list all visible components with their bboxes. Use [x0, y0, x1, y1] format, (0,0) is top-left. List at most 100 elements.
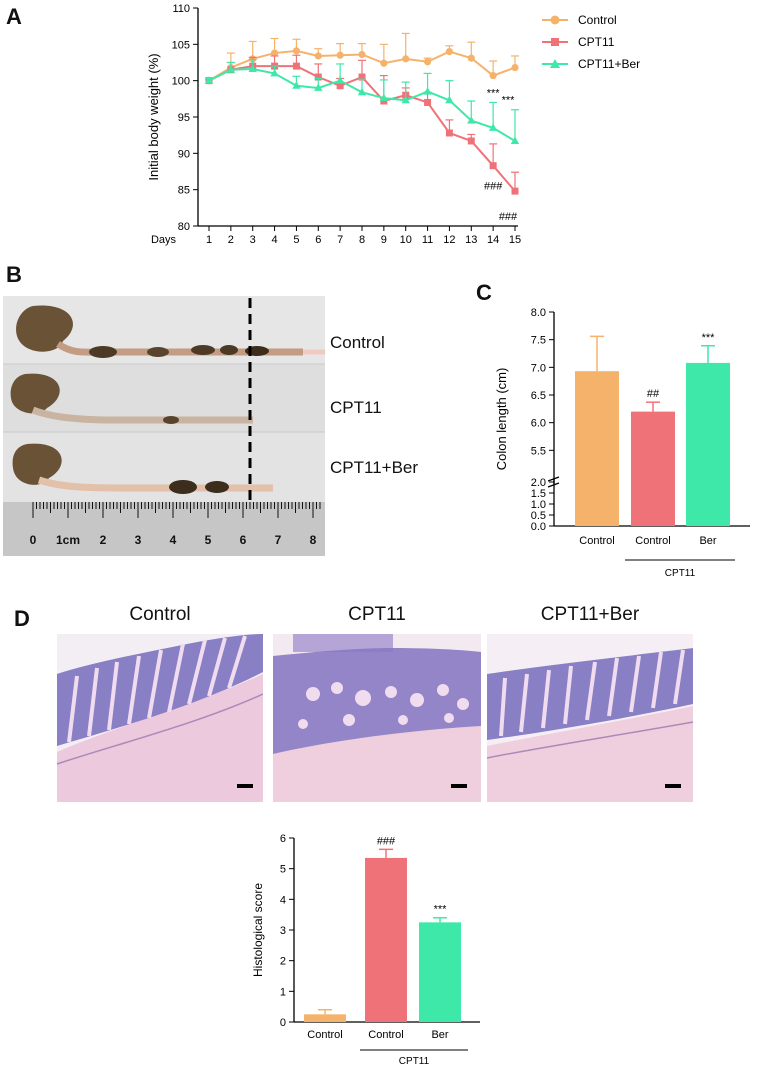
y-tick-label: 80 — [178, 221, 190, 233]
panel-label-d: D — [14, 606, 30, 631]
data-point — [423, 58, 432, 66]
bar-lower — [575, 478, 619, 526]
cecum-control — [16, 305, 73, 352]
data-point — [510, 136, 520, 144]
y-tick-label: 105 — [172, 39, 190, 51]
y-tick-label: 3 — [280, 925, 286, 937]
x-category-label: Ber — [431, 1029, 448, 1041]
data-point — [358, 50, 366, 59]
data-point — [314, 73, 322, 81]
ruler-number: 1cm — [56, 533, 80, 547]
y-axis-title: Initial body weight (%) — [146, 53, 161, 180]
x-tick-label: 5 — [293, 234, 299, 246]
y-tick-label: 7.0 — [531, 362, 546, 374]
panel-label-a: A — [6, 4, 22, 29]
y-tick-label: 8.0 — [531, 307, 546, 319]
y-tick-label: 0.0 — [531, 521, 546, 533]
data-point — [489, 71, 497, 80]
histology-image-cpt11 — [273, 634, 481, 802]
data-point — [467, 137, 475, 145]
x-category-label: Ber — [699, 535, 716, 547]
photo-label-control: Control — [330, 333, 385, 352]
ruler-number: 4 — [170, 533, 177, 547]
cecum-cpt11 — [10, 373, 60, 414]
x-tick-label: 2 — [228, 234, 234, 246]
data-point — [357, 87, 367, 96]
legend-label: Control — [578, 13, 617, 27]
data-point — [467, 54, 475, 62]
histology-title-ber: CPT11+Ber — [540, 604, 640, 625]
y-tick-label: 1.5 — [531, 488, 546, 500]
y-tick-label: 0 — [280, 1017, 286, 1029]
bar-lower — [631, 478, 675, 526]
data-point — [379, 93, 389, 102]
data-point — [226, 65, 236, 73]
x-tick-label: 11 — [422, 234, 433, 246]
x-category-label: Control — [635, 535, 670, 547]
data-point — [292, 62, 300, 70]
significance-mark: *** — [502, 95, 516, 107]
x-tick-label: 9 — [381, 234, 387, 246]
axis-break-mark — [547, 482, 560, 488]
x-category-label: Control — [307, 1029, 342, 1041]
data-point — [336, 51, 344, 59]
y-tick-label: 7.5 — [531, 335, 546, 347]
panel-label-b: B — [6, 262, 22, 287]
data-point — [424, 98, 432, 106]
data-point — [314, 52, 322, 60]
histology-image-control — [57, 634, 263, 802]
data-point — [336, 82, 344, 90]
data-point — [314, 83, 323, 91]
histology-image-ber — [487, 634, 693, 802]
significance-mark: ## — [647, 388, 660, 400]
ruler-number: 8 — [310, 533, 317, 547]
data-point — [488, 123, 498, 131]
x-category-label: Control — [368, 1029, 403, 1041]
data-point — [401, 95, 410, 104]
x-tick-label: 12 — [443, 234, 455, 246]
y-tick-label: 4 — [280, 894, 286, 906]
group-label: CPT11 — [399, 1056, 430, 1066]
significance-mark: *** — [434, 904, 448, 916]
data-point — [402, 55, 410, 63]
bar-upper — [575, 371, 619, 484]
y-tick-label: 6 — [280, 833, 286, 845]
x-axis-title: Days — [151, 234, 177, 246]
legend-label: CPT11 — [578, 35, 615, 49]
data-point — [489, 162, 497, 170]
x-tick-label: 10 — [400, 234, 412, 246]
x-tick-label: 7 — [337, 234, 343, 246]
y-tick-label: 5.5 — [531, 445, 546, 457]
x-tick-label: 14 — [487, 234, 499, 246]
x-tick-label: 3 — [250, 234, 256, 246]
bar-lower — [686, 478, 730, 526]
significance-mark: ### — [377, 835, 396, 847]
bar — [304, 1014, 346, 1022]
group-label: CPT11 — [665, 568, 696, 579]
y-tick-label: 1.0 — [531, 499, 546, 511]
ruler-number: 0 — [30, 533, 37, 547]
bar-upper — [631, 411, 675, 484]
bar-upper — [686, 362, 730, 484]
panel-label-c: C — [476, 280, 492, 305]
y-tick-label: 100 — [172, 76, 190, 88]
colon-length-bar-chart: 0.00.51.01.52.0 5.5 6.0 6.5 7.0 7.5 8.0 Colon l… — [494, 307, 750, 579]
y-tick-label: 110 — [172, 3, 190, 15]
x-tick-label: 15 — [509, 234, 521, 246]
colon-photo-drawing: 0 1cm 2 3 4 5 6 7 8 — [3, 296, 325, 556]
y-tick-label: 2.0 — [531, 477, 546, 489]
ruler-number: 2 — [100, 533, 107, 547]
histological-score-bar-chart: 0 1 2 3 4 5 6 Histological score Control ### Contr… — [251, 833, 480, 1066]
data-point — [335, 76, 345, 84]
legend-marker — [550, 15, 560, 25]
x-tick-label: 8 — [359, 234, 365, 246]
ruler-number: 3 — [135, 533, 142, 547]
y-tick-label: 85 — [178, 185, 190, 197]
y-tick-label: 6.0 — [531, 418, 546, 430]
y-tick-label: 5 — [280, 864, 286, 876]
y-axis-title: Colon length (cm) — [494, 368, 509, 471]
data-point — [292, 81, 301, 89]
legend-marker — [550, 59, 560, 68]
data-point — [248, 64, 257, 73]
